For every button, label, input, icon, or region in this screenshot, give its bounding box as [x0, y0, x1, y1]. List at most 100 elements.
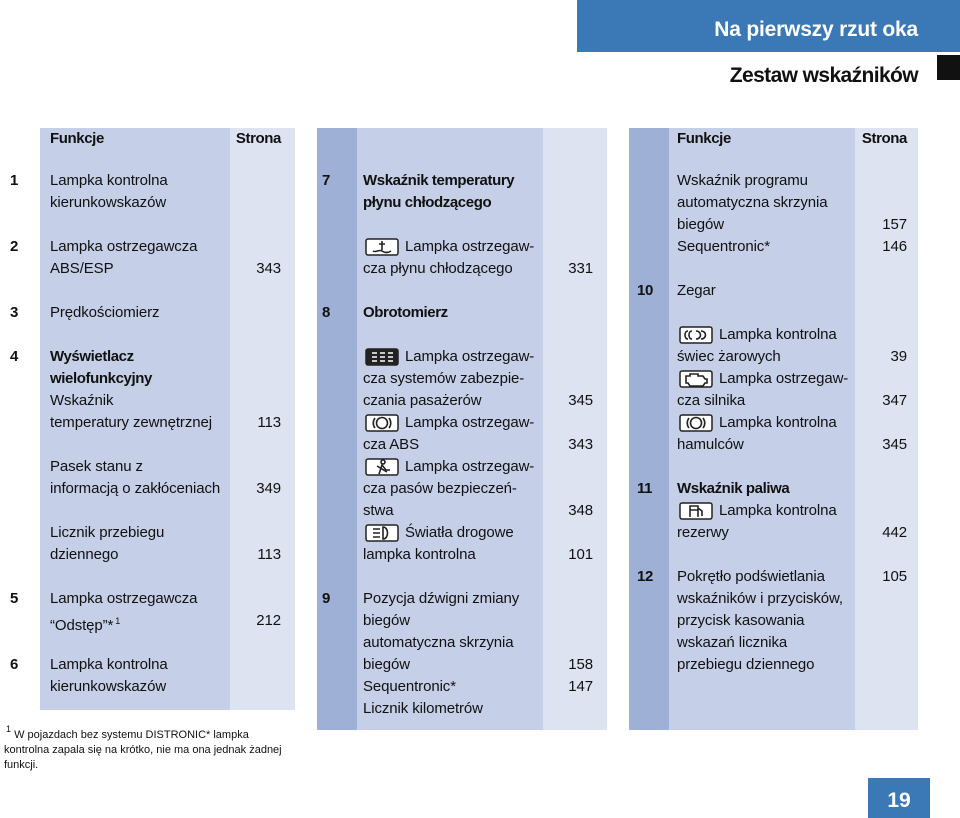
- item-text: informacją o zakłóceniach: [50, 480, 221, 497]
- item-text: Wskaźnik: [50, 390, 113, 412]
- indicator-icon: [679, 326, 713, 344]
- column-bg: [317, 128, 357, 730]
- item-text: przebiegu dziennego: [677, 656, 815, 673]
- item-text: Licznik kilometrów: [363, 700, 483, 717]
- item-text: dziennego: [50, 546, 119, 563]
- indicator-icon: [679, 502, 713, 520]
- item-text: Pokrętło podświetlania: [677, 568, 825, 585]
- item-text: Sequentronic*: [677, 238, 770, 255]
- item-text: Lampka ostrzegaw-: [719, 368, 848, 390]
- item-text: Wskaźnik paliwa: [677, 480, 790, 497]
- page-number: 19: [887, 789, 911, 812]
- item-text: rezerwy: [677, 524, 729, 541]
- item-text: stwa: [363, 500, 394, 522]
- item-text: płynu chłodzącego: [363, 194, 492, 211]
- item-number: 8: [322, 304, 330, 321]
- item-text: Prędkościomierz: [50, 304, 160, 321]
- item-text: Lampka ostrzegaw-: [405, 458, 535, 475]
- item-text: dziennego: [50, 544, 118, 566]
- item-number: 10: [637, 282, 653, 299]
- item-text: temperatury zewnętrznej: [50, 412, 212, 434]
- page-ref: 442: [882, 524, 907, 541]
- column-header: Strona: [235, 130, 282, 147]
- item-text: Obrotomierz: [363, 302, 448, 324]
- item-text: cza ABS: [363, 436, 419, 453]
- item-text: wielofunkcyjny: [50, 370, 152, 387]
- page-title: Zestaw wskaźników: [729, 64, 919, 87]
- item-text: Wskaźnik: [50, 392, 114, 409]
- item-text: płynu chłodzącego: [363, 192, 492, 214]
- column-header: Funkcje: [50, 130, 104, 147]
- item-text: cza pasów bezpieczeń-: [363, 480, 517, 497]
- item-text: Pasek stanu z: [50, 458, 143, 475]
- item-text: ABS/ESP: [50, 258, 114, 280]
- item-text: lampka kontrolna: [363, 546, 476, 563]
- item-text: Zegar: [677, 280, 716, 302]
- item-text: Licznik przebiegu: [50, 524, 165, 541]
- item-text: Licznik kilometrów: [363, 698, 483, 720]
- page-ref: 212: [256, 612, 281, 629]
- item-text: cza płynu chłodzącego: [363, 258, 513, 280]
- item-text: czania pasażerów: [363, 390, 482, 412]
- item-text: Lampka ostrzegaw-: [405, 414, 535, 431]
- item-text: automatyczna skrzynia: [677, 194, 828, 211]
- item-number: 2: [10, 238, 18, 255]
- item-text: Sequentronic*: [363, 678, 456, 695]
- page-number-box: [868, 778, 930, 818]
- indicator-icon: [365, 238, 399, 256]
- indicator-icon: [365, 458, 399, 476]
- item-text: temperatury zewnętrznej: [50, 414, 212, 431]
- item-text: Wyświetlacz: [50, 348, 134, 365]
- item-text: Lampka kontrolna: [719, 326, 837, 343]
- corner-tab: [937, 55, 960, 80]
- page-ref: 105: [882, 568, 907, 585]
- item-text: Lampka ostrzegaw-: [405, 412, 534, 434]
- indicator-icon: [679, 414, 713, 432]
- item-text: wskazań licznika: [677, 632, 787, 654]
- item-text: Zegar: [677, 282, 716, 299]
- item-text: hamulców: [677, 436, 744, 453]
- section-title: Na pierwszy rzut oka: [714, 18, 918, 41]
- item-number: 12: [637, 568, 653, 585]
- item-text: Lampka ostrzegaw-: [405, 346, 534, 368]
- item-text: cza pasów bezpieczeń-: [363, 478, 517, 500]
- footnote: 1 W pojazdach bez systemu DISTRONIC* lam…: [4, 722, 296, 773]
- item-number: 1: [10, 172, 18, 189]
- item-text: Światła drogowe: [405, 522, 514, 544]
- item-text: Wyświetlacz: [50, 346, 134, 368]
- column-bg: [629, 128, 669, 730]
- section-banner: [577, 0, 960, 52]
- item-text: Wskaźnik temperatury: [363, 172, 515, 189]
- item-text: biegów: [363, 610, 410, 632]
- page-ref: 101: [568, 546, 593, 563]
- item-text: przebiegu dziennego: [677, 654, 814, 676]
- item-text: Lampka ostrzegaw-: [405, 348, 535, 365]
- page-ref: 113: [257, 414, 281, 431]
- item-text: biegów: [363, 656, 410, 673]
- item-text: cza systemów zabezpie-: [363, 370, 525, 387]
- item-text: Licznik przebiegu: [50, 522, 164, 544]
- page-ref: 343: [568, 436, 593, 453]
- item-text: Wskaźnik programu: [677, 170, 808, 192]
- item-text: Wskaźnik paliwa: [677, 478, 790, 500]
- item-text: przycisk kasowania: [677, 610, 805, 632]
- item-text: Wskaźnik programu: [677, 172, 808, 189]
- page-ref: 158: [568, 656, 593, 673]
- item-text: Lampka kontrolna: [719, 500, 837, 522]
- footnote-marker: 1: [6, 724, 12, 734]
- page-ref: 347: [882, 392, 907, 409]
- item-text: informacją o zakłóceniach: [50, 478, 220, 500]
- page-ref: 345: [882, 436, 907, 453]
- item-text: kierunkowskazów: [50, 192, 166, 214]
- page-ref: 345: [568, 392, 593, 409]
- item-text: kierunkowskazów: [50, 194, 167, 211]
- item-text: automatyczna skrzynia: [363, 632, 514, 654]
- column-header: Strona: [861, 130, 908, 147]
- item-text: Prędkościomierz: [50, 302, 159, 324]
- column-bg: [230, 128, 295, 710]
- item-text: stwa: [363, 502, 394, 519]
- item-text: biegów: [677, 216, 724, 233]
- item-number: 11: [637, 480, 653, 497]
- item-text: hamulców: [677, 434, 744, 456]
